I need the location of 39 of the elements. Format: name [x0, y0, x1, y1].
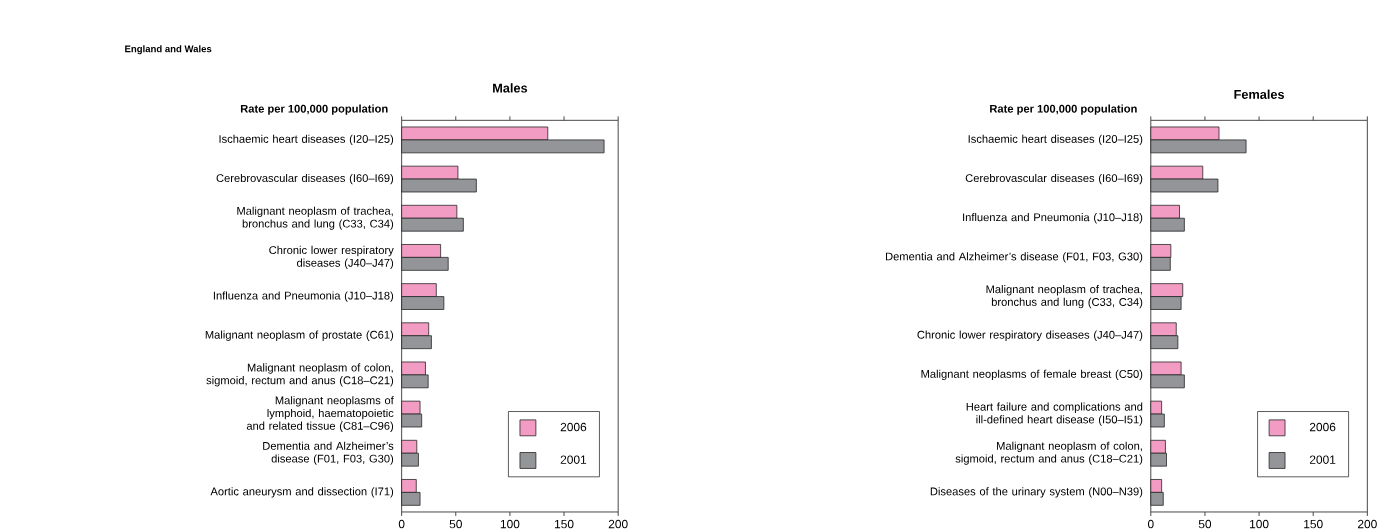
text: England and Wales: [125, 45, 212, 55]
y-tick-label: Malignant neoplasm of prostate (C61): [205, 330, 394, 341]
y-tick-label: Ischaemic heart diseases (I20–I25): [219, 134, 394, 146]
chart-title: Females: [1234, 89, 1285, 99]
y-tick-label: Aortic aneurysm and dissection (I71): [210, 487, 394, 498]
x-tick-label: 50: [1198, 519, 1212, 529]
x-tick-label: 200: [1357, 519, 1377, 529]
y-tick-label: Cerebrovascular diseases (I60–I69): [216, 173, 394, 185]
x-tick-label: 150: [1304, 519, 1323, 529]
legend-label: 2006: [1309, 422, 1336, 432]
y-tick-label: Influenza and Pneumonia (J10–J18): [213, 291, 394, 302]
legend-label: 2001: [560, 455, 587, 464]
y-tick-label: Cerebrovascular diseases (I60–I69): [965, 173, 1143, 185]
legend-label: 2001: [1309, 455, 1336, 464]
x-tick-label: 0: [1147, 519, 1154, 529]
x-tick-label: 150: [554, 519, 574, 529]
chart-title: Males: [493, 83, 528, 93]
y-tick-label: Dementia and Alzheimer’s disease (F01, F03, G30): [885, 252, 1143, 263]
y-tick-label: Malignant neoplasms of lymphoid, haematopoietic and related tissue (C81–C96): [246, 396, 394, 432]
legend-label: 2006: [560, 422, 587, 432]
x-tick-label: 50: [449, 519, 462, 529]
y-tick-label: Malignant neoplasms of female breast (C50): [921, 369, 1143, 381]
y-tick-label: Diseases of the urinary system (N00–N39): [930, 487, 1143, 498]
y-tick-label: Heart failure and complications and ill-defined heart disease (I50–I51): [966, 402, 1143, 426]
y-tick-label: Influenza and Pneumonia (J10–J18): [963, 213, 1143, 224]
y-tick-label: Malignant neoplasm of trachea, bronchus and lung (C33, C34): [237, 206, 394, 230]
y-tick-label: Malignant neoplasm of colon, sigmoid, rectum and anus (C18–C21): [955, 441, 1143, 465]
y-tick-label: Ischaemic heart diseases (I20–I25): [968, 134, 1143, 146]
x-axis-title: Rate per 100,000 population: [240, 104, 388, 115]
x-axis-title: Rate per 100,000 population: [990, 104, 1137, 115]
y-tick-label: Chronic lower respiratory diseases (J40–J47): [269, 245, 394, 269]
y-tick-label: Malignant neoplasm of trachea, bronchus and lung (C33, C34): [986, 285, 1143, 309]
x-tick-label: 200: [608, 519, 628, 529]
y-tick-label: Malignant neoplasm of colon, sigmoid, rectum and anus (C18–C21): [206, 363, 394, 387]
x-tick-label: 0: [398, 519, 405, 529]
y-tick-label: Dementia and Alzheimer’s disease (F01, F03, G30): [263, 441, 394, 465]
x-tick-label: 100: [1250, 519, 1269, 529]
y-tick-label: Chronic lower respiratory diseases (J40–J47): [917, 330, 1143, 341]
x-tick-label: 100: [500, 519, 520, 529]
